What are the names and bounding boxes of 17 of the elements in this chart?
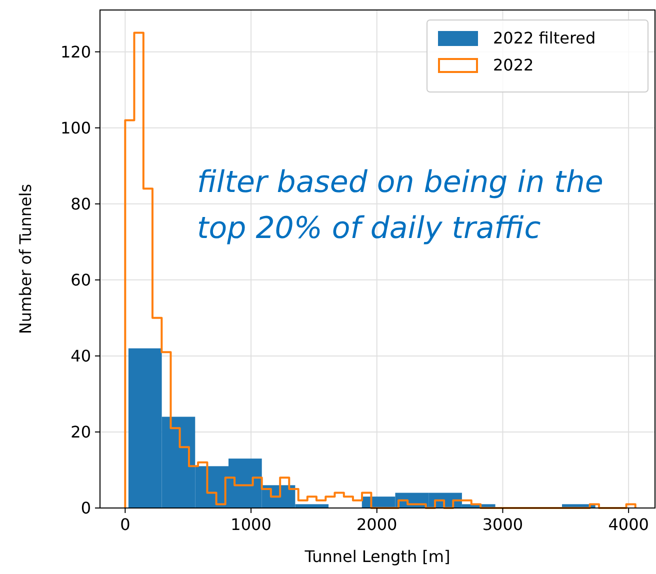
y-tick-label: 80: [70, 194, 91, 214]
x-tick-label: 0: [120, 515, 130, 534]
y-tick-label: 60: [70, 270, 91, 290]
y-tick-label: 120: [60, 42, 91, 62]
y-tick-label: 100: [60, 118, 91, 138]
x-axis-title: Tunnel Length [m]: [304, 547, 450, 566]
y-tick-label: 40: [70, 346, 91, 366]
x-tick-label: 1000: [230, 515, 272, 534]
y-tick-label: 20: [70, 422, 91, 442]
x-tick-label: 4000: [608, 515, 649, 534]
legend-label: 2022: [493, 56, 534, 75]
annotation: filter based on being in the top 20% of daily traffic: [197, 165, 604, 246]
y-axis-title: Number of Tunnels: [16, 184, 35, 334]
legend-label: 2022 filtered: [493, 28, 596, 48]
y-tick-label: 0: [80, 498, 91, 518]
x-tick-label: 3000: [482, 515, 524, 534]
x-tick-label: 2000: [356, 515, 398, 534]
